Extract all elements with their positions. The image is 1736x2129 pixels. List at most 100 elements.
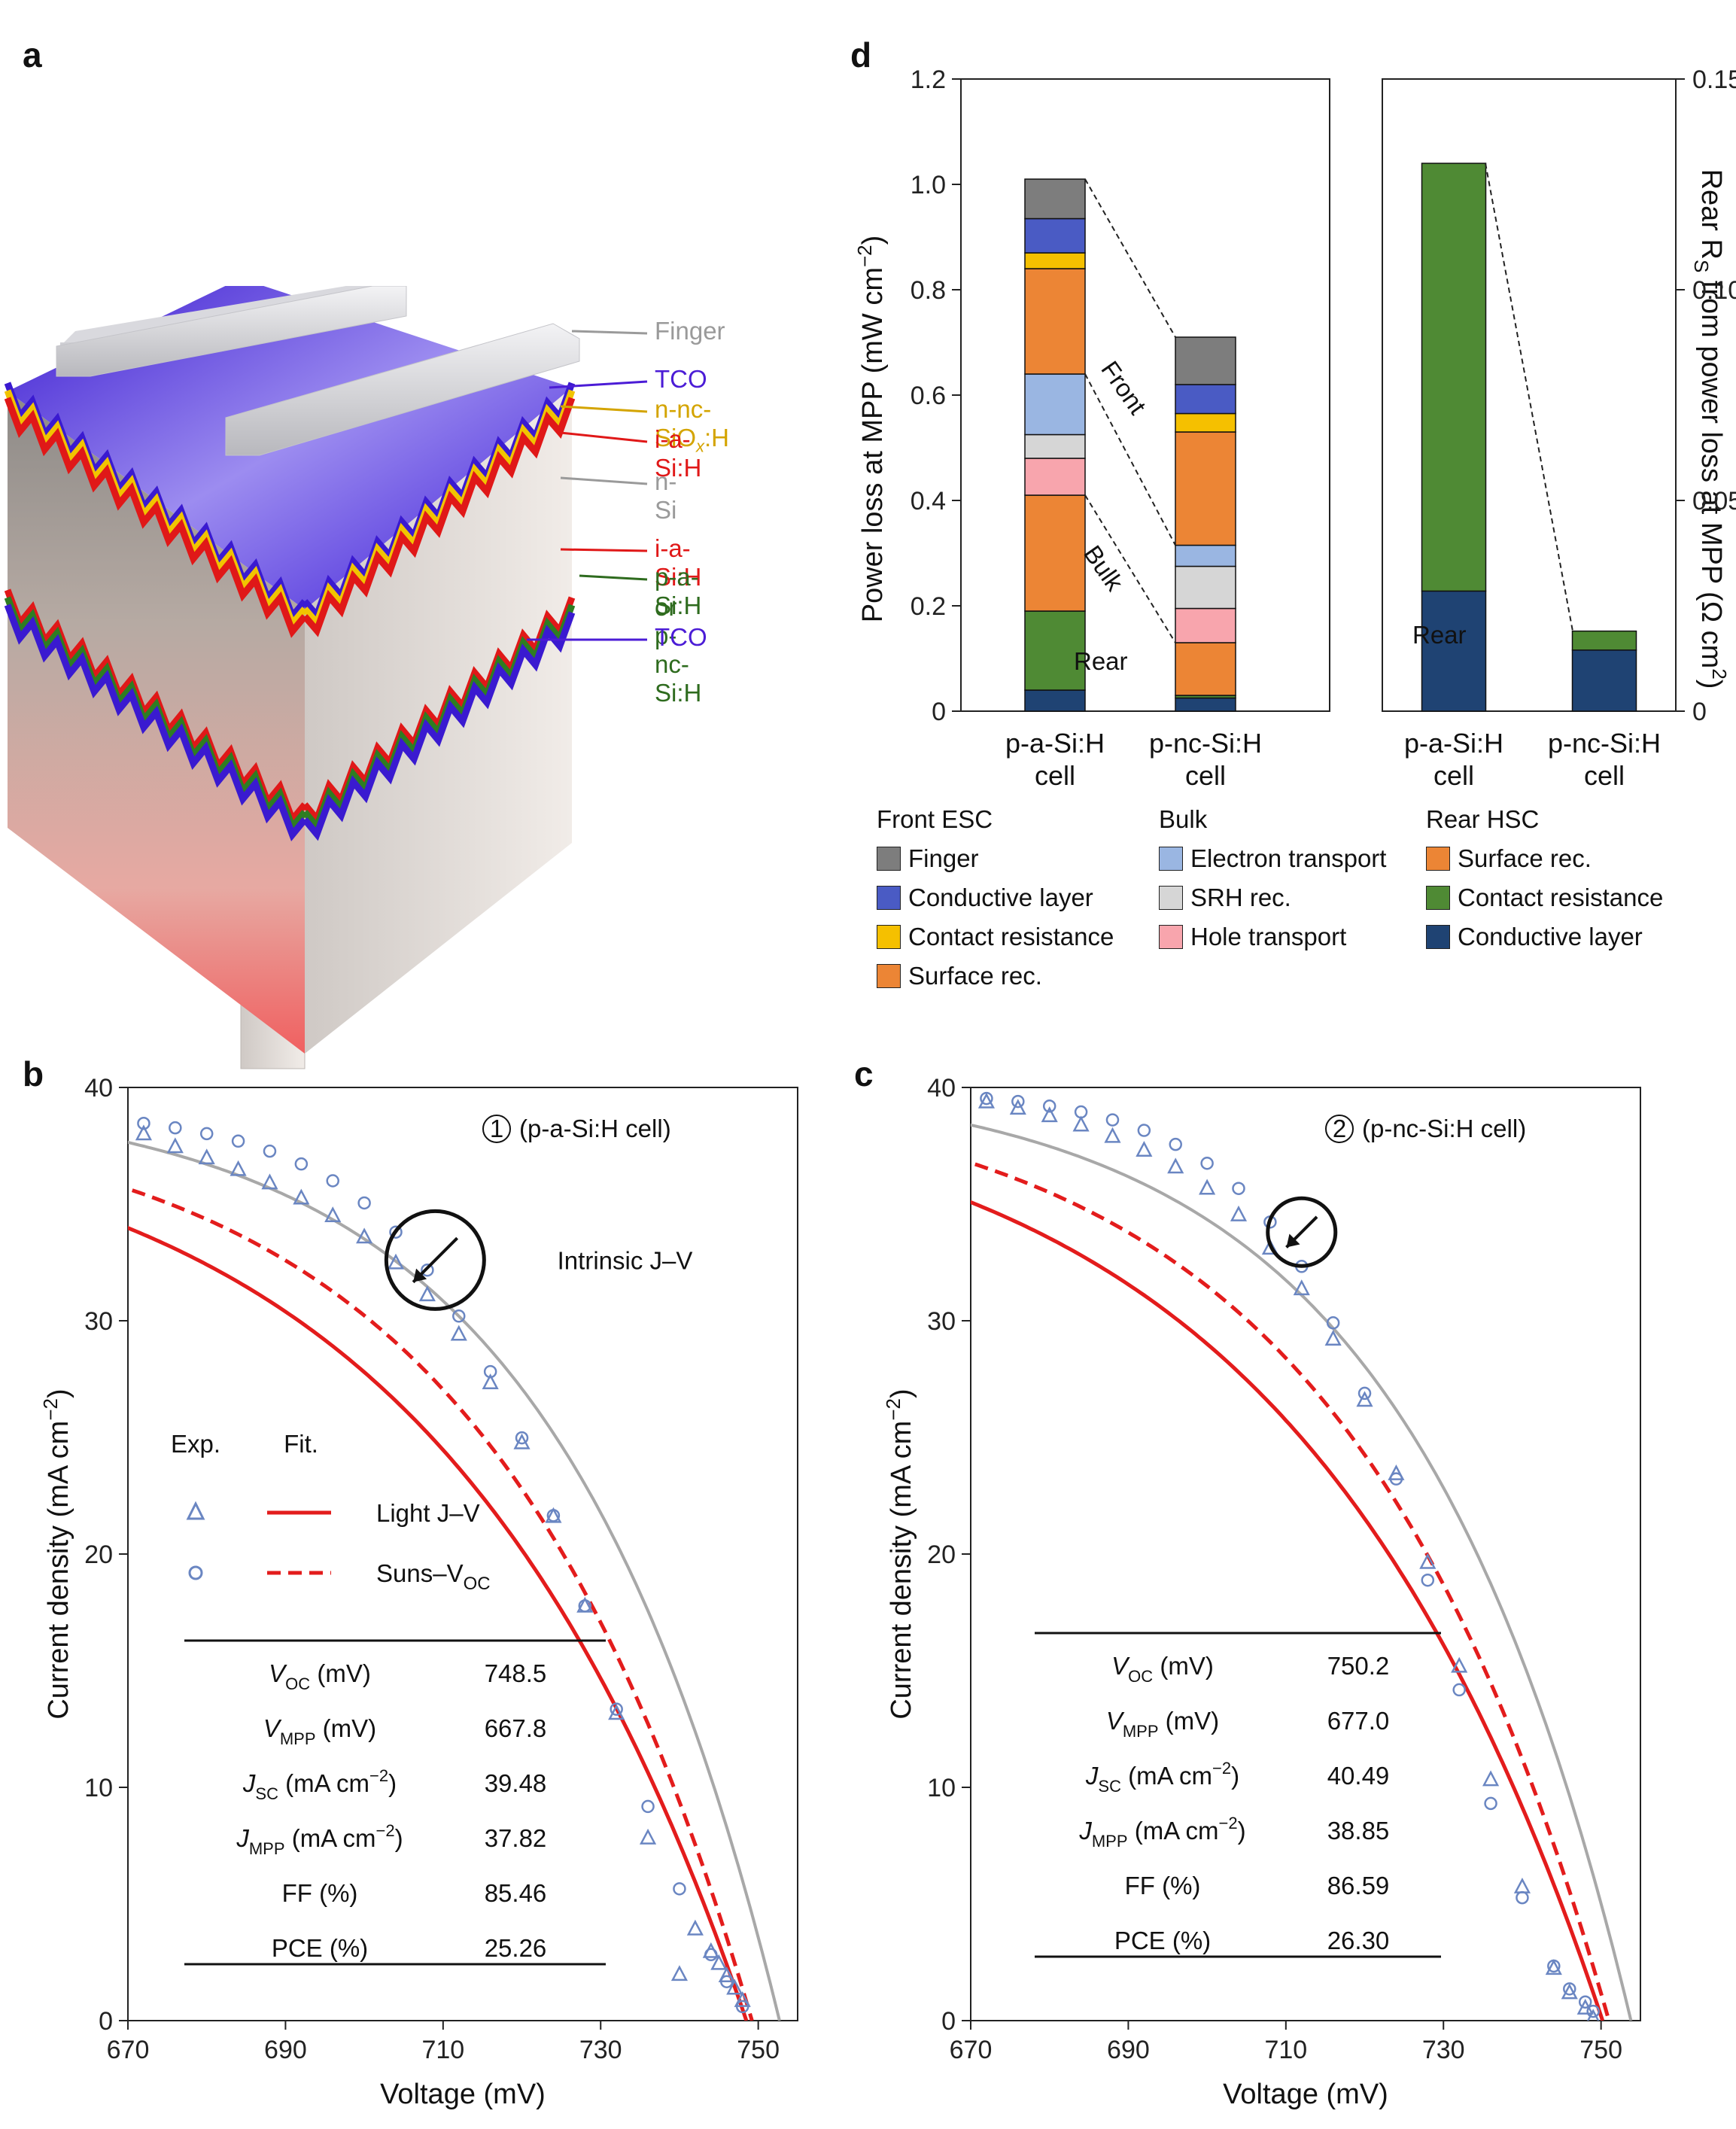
legend-swatch xyxy=(877,847,901,871)
light-jv-fit-curve xyxy=(971,1200,1605,2021)
suns-voc-data-point xyxy=(980,1091,993,1106)
dashed-connector xyxy=(1084,494,1176,643)
legend-swatch xyxy=(1426,925,1450,949)
left-tick-label: 0.8 xyxy=(911,276,946,305)
jv-chart-b: 670 690 710 730 750 0 10 20 30 40 Voltage (mV) Curr… xyxy=(39,1074,798,2110)
legend-item: Contact resistance xyxy=(1426,884,1663,912)
table-param-unit: (mA cm xyxy=(1121,1762,1212,1790)
power-loss-chart: Power loss at MPP (mW cm−2) Rear RS from… xyxy=(853,65,1736,791)
category-label: p-nc-Si:H xyxy=(1548,728,1661,759)
top-i-a-si-zigzag-side xyxy=(302,397,576,637)
table-param-symbol: V xyxy=(269,1659,287,1687)
suns-voc-data-point xyxy=(1074,1105,1088,1119)
dashed-connector xyxy=(1485,163,1573,631)
category-label: p-a-Si:H xyxy=(1404,728,1503,759)
light-jv-data-point xyxy=(1545,1959,1562,1975)
table-param-symbol: FF (%) xyxy=(1125,1872,1201,1899)
legend-exp-header: Exp. xyxy=(171,1430,220,1458)
table-param-end: ) xyxy=(1231,1762,1239,1790)
mpp-highlight-circle xyxy=(384,1209,486,1311)
table-param-unit: (mV) xyxy=(1159,1707,1220,1735)
panel-title: (p-a-Si:H cell) xyxy=(519,1115,671,1142)
light-jv-data-point xyxy=(482,1373,499,1390)
table-param-symbol: J xyxy=(236,1824,249,1852)
bar-segment-electron-transport xyxy=(1175,544,1236,567)
y-axis-label-end: ) xyxy=(43,1388,74,1398)
plot-frame xyxy=(127,1087,798,2021)
table-param: PCE (%) xyxy=(1114,1927,1211,1954)
intrinsic-label: Intrinsic J–V xyxy=(558,1246,693,1274)
layer-label-0: Finger xyxy=(655,317,725,345)
suns-voc-data-point xyxy=(1389,1472,1403,1486)
legend-label: Hole transport xyxy=(1190,923,1347,950)
legend-label: Electron transport xyxy=(1190,844,1387,872)
suns-voc-fit-curve xyxy=(971,1160,1611,2021)
left-tick-label: 1.2 xyxy=(911,65,946,94)
table-value: 39.48 xyxy=(485,1769,547,1797)
table-param-unit: (mV) xyxy=(1153,1652,1214,1680)
leader-line xyxy=(571,330,648,335)
table-param-end: ) xyxy=(395,1824,403,1852)
light-jv-data-point xyxy=(324,1206,342,1223)
table-param: JMPP (mA cm−2) xyxy=(236,1821,403,1858)
table-param-end: ) xyxy=(1238,1817,1246,1845)
y-tick-label: 30 xyxy=(84,1307,113,1336)
light-jv-data-point xyxy=(418,1285,436,1302)
suns-voc-data-point xyxy=(735,2000,749,2014)
bar-segment-front-conductive-layer xyxy=(1024,217,1086,254)
suns-voc-data-point xyxy=(137,1116,150,1130)
light-jv-fit-curve xyxy=(128,1226,749,2021)
circle-number-badge xyxy=(482,1115,511,1143)
suns-voc-data-point xyxy=(610,1702,623,1716)
suns-voc-data-point xyxy=(1011,1094,1025,1109)
legend-item: Electron transport xyxy=(1159,844,1386,873)
table-param-symbol: PCE (%) xyxy=(1114,1927,1211,1954)
legend-swatch xyxy=(1426,886,1450,910)
suns-voc-data-point xyxy=(357,1196,371,1210)
suns-voc-data-point xyxy=(389,1225,403,1239)
table-value: 25.26 xyxy=(485,1934,547,1962)
table-value: 40.49 xyxy=(1327,1762,1390,1790)
y-axis-label-sup: −2 xyxy=(39,1398,62,1421)
legend-swatch xyxy=(877,964,901,988)
mpp-arrow-head xyxy=(413,1268,427,1282)
light-jv-data-point xyxy=(686,1919,704,1936)
light-jv-data-point xyxy=(670,1965,689,1981)
light-jv-data-point xyxy=(387,1253,405,1270)
leader-line xyxy=(549,380,648,389)
table-value: 38.85 xyxy=(1327,1817,1390,1845)
suns-voc-data-point xyxy=(1200,1157,1214,1170)
light-jv-data-point xyxy=(1041,1106,1058,1123)
table-param-sup: −2 xyxy=(376,1821,395,1840)
suns-voc-data-point xyxy=(515,1431,529,1445)
legend-item: Conductive layer xyxy=(1426,923,1643,951)
x-tick-label: 750 xyxy=(737,2036,780,2064)
suns-voc-data-point xyxy=(673,1882,686,1896)
table-param: FF (%) xyxy=(1125,1872,1201,1899)
category-label: cell xyxy=(1433,760,1474,791)
suns-voc-data-point xyxy=(452,1309,466,1323)
x-tick-label: 670 xyxy=(107,2036,150,2064)
legend-light-label: Light J–V xyxy=(376,1499,480,1527)
x-tick-label: 730 xyxy=(1422,2036,1465,2064)
top-i-a-si-zigzag-front xyxy=(4,397,308,638)
suns-voc-data-point xyxy=(231,1134,245,1148)
legend-group-title: Rear HSC xyxy=(1426,805,1540,833)
leader-line xyxy=(560,431,648,443)
legend-suns-sub: OC xyxy=(464,1574,491,1594)
legend-item: Surface rec. xyxy=(1426,844,1592,873)
annotation-rear-right: Rear xyxy=(1412,621,1467,649)
suns-voc-data-point xyxy=(1042,1099,1056,1113)
legend-group-title: Front ESC xyxy=(877,805,993,833)
table-param: JSC (mA cm−2) xyxy=(242,1766,397,1803)
light-jv-data-point xyxy=(166,1137,184,1154)
table-param-symbol: J xyxy=(1085,1762,1099,1790)
table-param-sub: MPP xyxy=(1092,1832,1128,1851)
light-jv-data-point xyxy=(1167,1157,1184,1174)
table-param-sub: MPP xyxy=(249,1839,285,1858)
suns-voc-data-point xyxy=(483,1364,497,1379)
suns-voc-data-point xyxy=(1547,1959,1561,1973)
suns-voc-data-point xyxy=(169,1121,182,1135)
table-param-sub: SC xyxy=(255,1784,278,1803)
table-param-symbol: V xyxy=(1111,1652,1130,1680)
